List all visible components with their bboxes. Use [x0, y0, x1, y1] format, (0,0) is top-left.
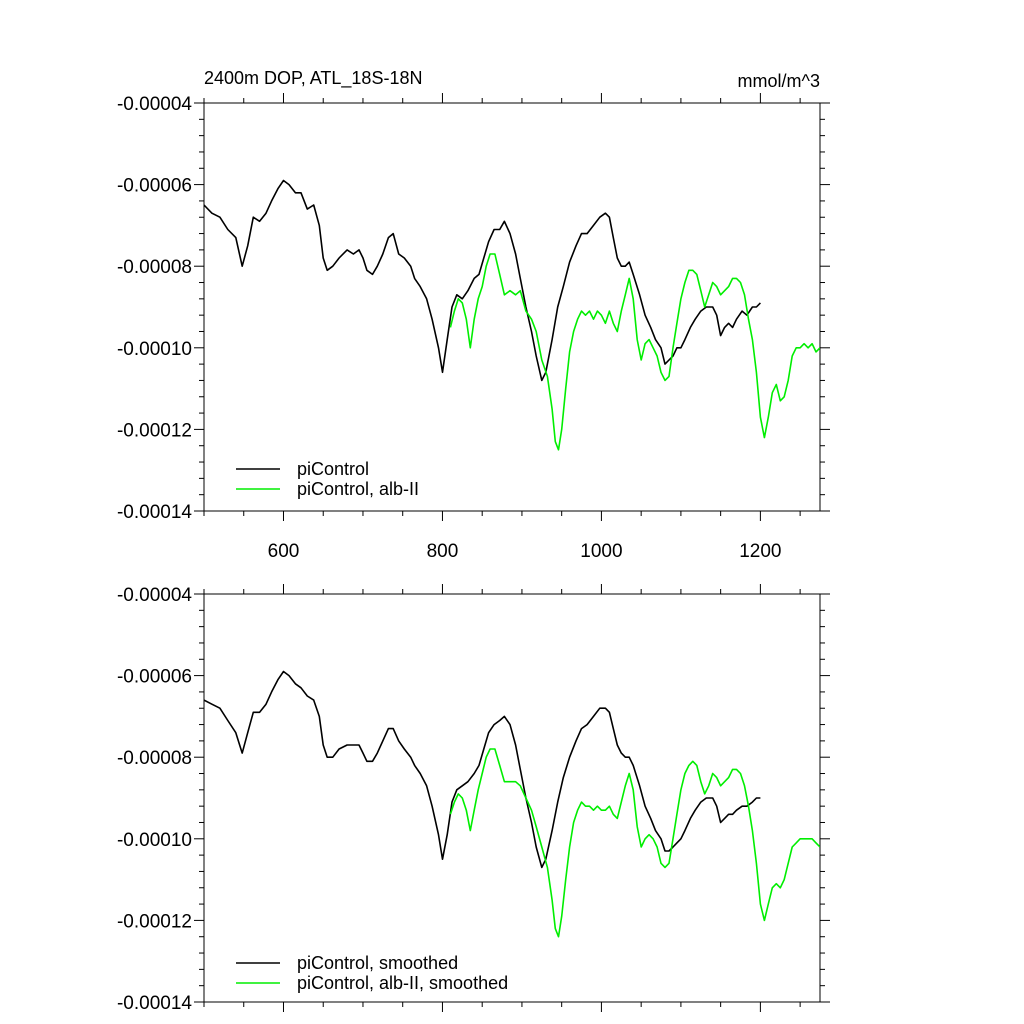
x-tick-label: 600	[268, 541, 300, 562]
x-tick-label: 800	[427, 541, 459, 562]
x-tick-label: 1000	[580, 541, 622, 562]
series-line-alb-ii	[449, 748, 820, 938]
y-tick-label: -0.00014	[117, 993, 192, 1014]
y-tick-label: -0.00014	[117, 502, 192, 523]
y-tick-label: -0.00012	[117, 911, 192, 932]
y-tick-label: -0.00010	[117, 339, 192, 360]
y-tick-label: -0.00008	[117, 257, 192, 278]
y-tick-label: -0.00010	[117, 830, 192, 851]
y-tick-label: -0.00008	[117, 748, 192, 769]
y-tick-label: -0.00006	[117, 667, 192, 688]
units-label: mmol/m^3	[738, 71, 820, 91]
legend-label: piControl, alb-II, smoothed	[297, 973, 508, 993]
series-line-picontrol	[204, 670, 761, 869]
chart-title: 2400m DOP, ATL_18S-18N	[204, 68, 422, 89]
series-line-picontrol	[204, 179, 761, 382]
y-tick-label: -0.00012	[117, 420, 192, 441]
legend-label: piControl, smoothed	[297, 953, 458, 973]
plot-frame	[203, 102, 821, 512]
plot-frame	[203, 593, 821, 1003]
y-tick-label: -0.00006	[117, 176, 192, 197]
x-tick-label: 1200	[739, 541, 781, 562]
top-panel: -0.00004 -0.00006 -0.00008 -0.00010 -0.00012…	[117, 93, 830, 562]
legend-label: piControl, alb-II	[297, 479, 419, 499]
y-tick-label: -0.00004	[117, 585, 192, 606]
series-line-alb-ii	[449, 253, 820, 451]
y-tick-label: -0.00004	[117, 94, 192, 115]
legend-label: piControl	[297, 459, 369, 479]
bottom-panel: -0.00004 -0.00006 -0.00008 -0.00010 -0.00012…	[117, 584, 830, 1014]
